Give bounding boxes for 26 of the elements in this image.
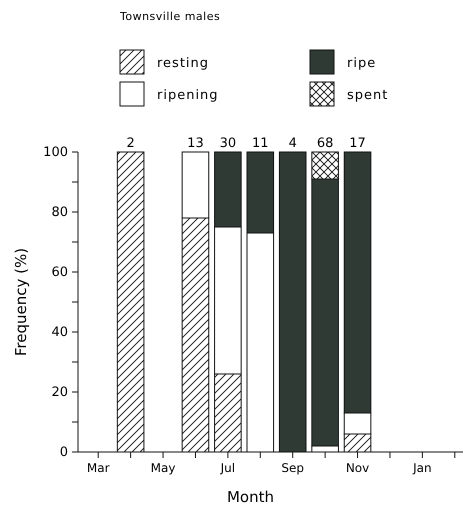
legend-label: ripening xyxy=(157,88,219,103)
x-tick-label: Sep xyxy=(281,461,304,475)
text: 2 xyxy=(126,136,135,151)
x-tick-label: Jul xyxy=(220,461,236,475)
text: 4 xyxy=(288,136,297,151)
text: 30 xyxy=(220,136,236,151)
y-tick-label: 0 xyxy=(60,445,68,460)
x-tick-label: May xyxy=(150,461,176,475)
legend-label: ripe xyxy=(347,56,376,71)
y-tick-label: 80 xyxy=(51,205,68,220)
y-tick-label: 60 xyxy=(51,265,68,280)
x-tick-label: Mar xyxy=(86,461,110,475)
chart-title: Townsville males xyxy=(119,10,220,23)
y-tick-label: 100 xyxy=(43,145,68,160)
legend-label: spent xyxy=(347,88,388,103)
x-tick-label: Nov xyxy=(346,461,370,475)
text: 68 xyxy=(316,136,334,151)
y-tick-label: 40 xyxy=(51,325,68,340)
x-tick-label: Jan xyxy=(412,461,432,475)
text: 17 xyxy=(349,136,366,151)
legend-label: resting xyxy=(157,56,210,71)
y-tick-label: 20 xyxy=(51,385,68,400)
text: 11 xyxy=(252,136,269,151)
y-axis-title: Frequency (%) xyxy=(12,248,30,356)
x-axis-title: Month xyxy=(226,488,274,506)
text: 13 xyxy=(187,136,204,151)
